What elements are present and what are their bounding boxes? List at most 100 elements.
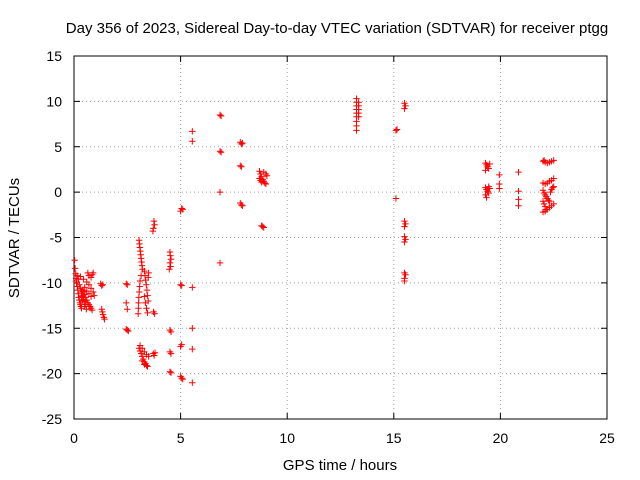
data-point — [99, 281, 106, 288]
data-point — [545, 197, 552, 204]
data-point — [189, 325, 196, 332]
data-point — [80, 276, 87, 283]
y-tick-label: -10 — [42, 275, 62, 291]
data-point — [79, 297, 87, 305]
data-point — [239, 139, 246, 147]
data-point — [141, 293, 148, 300]
data-point — [539, 198, 547, 205]
data-point — [402, 271, 409, 278]
data-point — [144, 274, 152, 281]
data-point — [166, 259, 174, 267]
data-point — [123, 280, 130, 287]
axis-ticks: 0 5 10 15 20 25 -25 -20 -15 -10 -5 0 5 10 15 — [42, 48, 615, 446]
data-point — [550, 200, 557, 208]
data-point — [87, 285, 95, 292]
data-point — [401, 223, 408, 230]
data-point — [150, 352, 158, 359]
data-point — [75, 294, 82, 301]
data-point — [149, 227, 157, 235]
data-point — [402, 236, 409, 243]
data-point — [261, 179, 269, 187]
data-point — [145, 353, 152, 360]
data-point — [136, 277, 144, 285]
data-point — [124, 326, 131, 334]
data-point — [136, 283, 143, 290]
data-point — [78, 293, 85, 300]
data-point — [189, 128, 196, 135]
y-tick-label: -5 — [50, 230, 63, 246]
data-point — [353, 127, 360, 134]
data-point — [83, 296, 90, 304]
data-point — [547, 188, 554, 196]
y-axis-label: SDTVAR / TECUs — [6, 178, 23, 298]
data-point — [77, 273, 84, 280]
y-tick-label: 10 — [46, 93, 62, 109]
data-point — [515, 202, 522, 209]
data-point — [482, 167, 489, 174]
data-point — [98, 305, 105, 313]
data-point — [401, 99, 408, 107]
data-point — [546, 198, 553, 205]
data-point — [144, 292, 151, 299]
data-point — [260, 224, 267, 231]
data-point — [134, 310, 142, 317]
data-point — [167, 252, 174, 259]
data-point — [71, 256, 78, 264]
data-point — [143, 286, 151, 294]
data-point — [89, 288, 97, 296]
data-point — [179, 375, 186, 383]
data-point — [392, 195, 400, 202]
data-point — [143, 281, 150, 288]
data-point — [178, 374, 185, 382]
data-point — [88, 306, 96, 314]
data-point — [151, 349, 159, 356]
data-point — [167, 263, 174, 270]
data-point — [393, 126, 401, 133]
data-point — [83, 305, 90, 313]
x-tick-label: 20 — [493, 430, 509, 446]
data-point — [515, 196, 522, 203]
data-point — [402, 220, 409, 228]
y-tick-label: -25 — [42, 411, 62, 427]
data-point — [167, 328, 175, 336]
data-point — [550, 157, 557, 164]
data-point — [135, 294, 143, 301]
data-point — [258, 178, 265, 186]
data-point — [166, 266, 173, 273]
data-point — [402, 102, 409, 110]
data-point — [123, 299, 130, 307]
data-point — [167, 350, 175, 357]
data-point — [101, 315, 108, 323]
x-axis-label: GPS time / hours — [283, 457, 397, 474]
data-point — [496, 185, 503, 192]
data-point — [124, 281, 131, 288]
data-point — [178, 282, 185, 289]
data-point — [216, 259, 224, 267]
data-point — [139, 345, 146, 352]
data-point — [238, 201, 245, 209]
data-point — [144, 309, 151, 317]
data-point — [237, 162, 244, 170]
data-point — [239, 202, 246, 209]
data-point — [99, 308, 106, 316]
data-point — [483, 194, 490, 201]
grid-lines — [74, 56, 607, 419]
data-point — [87, 293, 95, 300]
data-point — [392, 127, 400, 134]
data-point — [549, 184, 556, 191]
y-tick-label: -20 — [42, 366, 62, 382]
data-point — [238, 163, 245, 170]
data-point — [139, 357, 146, 365]
data-point — [178, 341, 185, 348]
data-point — [216, 188, 224, 196]
data-point — [482, 191, 489, 199]
data-point — [515, 188, 522, 195]
y-tick-label: 15 — [46, 48, 62, 64]
data-point — [216, 111, 224, 119]
data-point — [401, 105, 408, 112]
data-point — [150, 217, 158, 225]
data-point — [189, 379, 196, 386]
data-point — [262, 180, 270, 188]
data-point — [73, 272, 81, 279]
data-point — [143, 305, 150, 312]
